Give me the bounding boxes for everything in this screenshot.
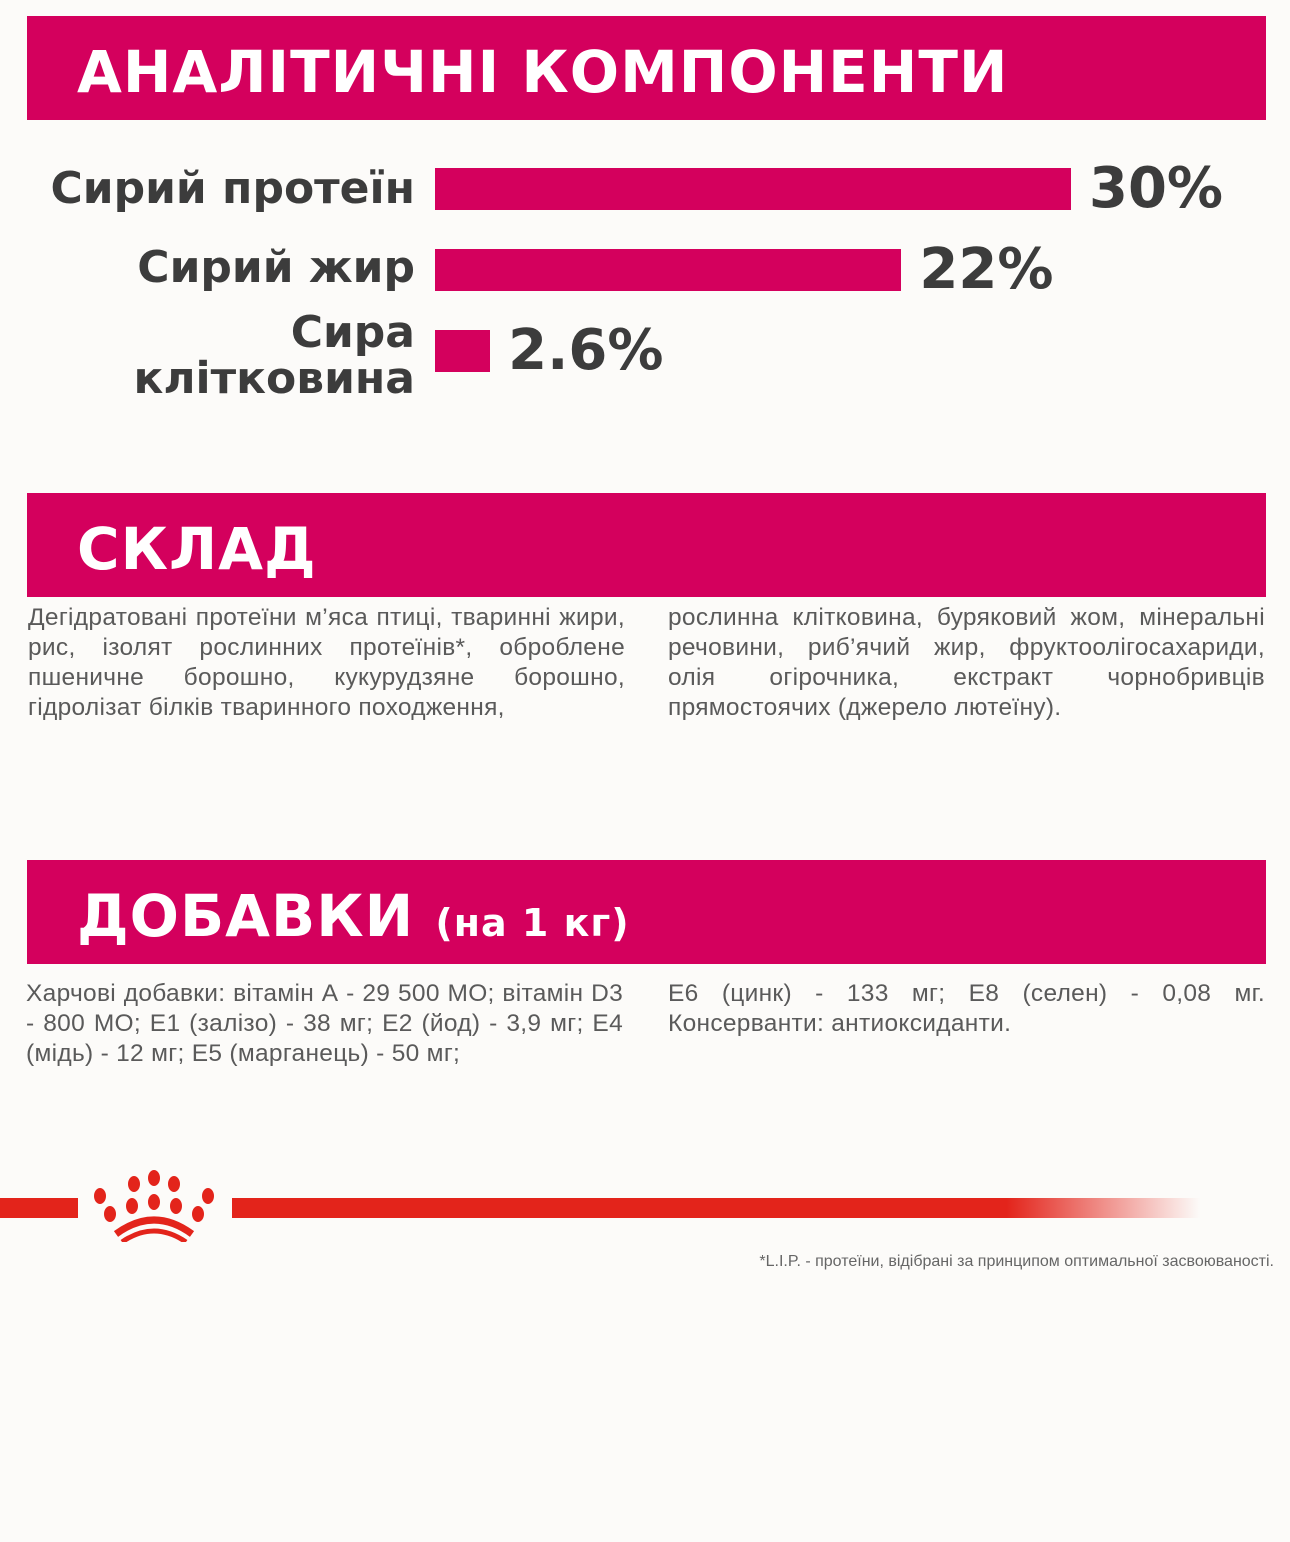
bar-fat: [435, 249, 902, 291]
composition-banner: СКЛАД: [27, 493, 1266, 597]
additives-text-col2: Е6 (цинк) - 133 мг; Е8 (селен) - 0,08 мг…: [668, 980, 1265, 1037]
additives-heading: ДОБАВКИ (на 1 кг): [77, 882, 630, 950]
label-fiber: Сира клітковина: [133, 307, 415, 404]
crown-logo-icon: [94, 1170, 214, 1242]
value-fiber: 2.6%: [508, 318, 664, 383]
footnote: *L.I.P. - протеїни, відібрані за принцип…: [759, 1253, 1274, 1270]
value-fat: 22%: [919, 237, 1054, 302]
brand-line-left: [0, 1198, 78, 1218]
label-fat: Сирий жир: [137, 242, 415, 293]
composition-text-col1: Дегідратовані протеїни м’яса птиці, твар…: [28, 604, 625, 721]
additives-banner: ДОБАВКИ (на 1 кг): [27, 860, 1266, 964]
value-protein: 30%: [1089, 156, 1224, 221]
label-protein: Сирий протеїн: [50, 163, 415, 214]
composition-title: СКЛАД: [77, 515, 317, 583]
bar-fiber: [435, 330, 491, 372]
additives-subtitle: (на 1 кг): [435, 901, 630, 945]
analytical-title: АНАЛІТИЧНІ КОМПОНЕНТИ: [77, 38, 1009, 106]
additives-text-col1: Харчові добавки: вітамін А - 29 500 МО; …: [26, 980, 623, 1067]
additives-title: ДОБАВКИ: [77, 882, 415, 950]
analytical-banner: АНАЛІТИЧНІ КОМПОНЕНТИ: [27, 16, 1266, 120]
bar-protein: [435, 168, 1071, 210]
brand-line-right: [232, 1198, 1200, 1218]
composition-text-col2: рослинна клітковина, буряковий жом, міне…: [668, 604, 1265, 721]
